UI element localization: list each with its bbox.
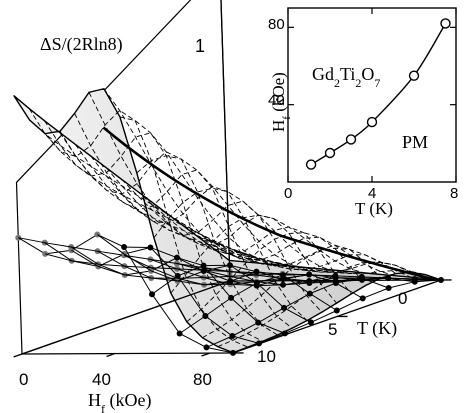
data-grid-line	[176, 263, 389, 289]
x-tick-label: 80	[193, 370, 212, 389]
y-tick-label: 10	[257, 347, 276, 366]
surface-axes	[13, 0, 452, 358]
surface-mesh-line	[28, 108, 249, 348]
inset-data-point	[305, 159, 317, 170]
surface-mesh-line	[59, 132, 278, 336]
inset-x-tick-label: 8	[450, 185, 458, 202]
inset-y-axis-label: Hf (kOe)	[269, 72, 293, 132]
y-tick-label: 0	[398, 289, 407, 308]
x-axis-line	[21, 352, 234, 355]
data-grid-line	[151, 264, 362, 295]
surface-mesh-line	[44, 120, 263, 342]
inset-plot: 0 4 8 40 80 T (K) Hf (kOe) Gd2Ti2O7 PM	[268, 2, 465, 218]
compound-formula-annotation: Gd2Ti2O7	[312, 64, 380, 90]
inset-x-axis-label: T (K)	[355, 199, 393, 218]
surface-mesh-line	[153, 187, 366, 274]
phase-annotation: PM	[402, 132, 428, 152]
data-grid-line	[179, 273, 389, 334]
inset-x-tick-label: 0	[284, 185, 292, 202]
inset-data-point	[345, 134, 357, 145]
surface-mesh-line	[217, 261, 427, 348]
surface-plot: ΔS/(2Rln8) 1 0 40 80 Hf (kOe) 0 5 10 T (…	[13, 0, 452, 413]
phase-boundary-line	[102, 126, 435, 281]
data-grid-line	[229, 271, 442, 281]
inset-ticks	[287, 8, 457, 182]
z-tick-label: 1	[195, 36, 205, 56]
surface-mesh-line	[44, 133, 260, 264]
inset-data-points	[305, 18, 451, 170]
x-tick-label: 40	[92, 370, 111, 389]
inset-data-point	[366, 116, 378, 128]
data-grid-line	[206, 277, 415, 348]
surface-data-points	[15, 231, 444, 356]
x-axis-far-line	[229, 279, 442, 282]
x-axis-label: Hf (kOe)	[88, 390, 151, 413]
surface-mesh-line	[119, 116, 336, 271]
x-tick-label: 0	[19, 370, 28, 389]
surface-mesh-line	[186, 232, 396, 323]
surface-mesh-lines	[28, 88, 435, 348]
z-axis-line	[220, 0, 231, 282]
y-axis-line	[21, 280, 231, 355]
surface-mesh-line	[29, 119, 245, 263]
inset-y-tick-label: 40	[268, 92, 285, 109]
surface-mesh-line	[182, 225, 396, 274]
x-axis-tick	[201, 352, 211, 357]
surface-mesh-line	[213, 248, 426, 276]
surface-mesh-line	[88, 92, 305, 268]
y-tick-label: 5	[328, 320, 337, 339]
data-grid-line	[232, 279, 442, 354]
inset-background	[270, 2, 465, 214]
inset-data-point	[408, 70, 420, 81]
surface-mesh-line	[170, 214, 381, 294]
z-axis-label: ΔS/(2Rln8)	[40, 34, 123, 55]
surface-mesh-line	[202, 247, 411, 339]
inset-y-tick-label: 80	[268, 16, 285, 33]
inset-data-point	[440, 18, 451, 29]
surface-mesh-line	[121, 178, 337, 304]
inset-data-point	[324, 147, 336, 159]
surface-mesh-line	[105, 167, 323, 313]
y-axis-label: T (K)	[357, 318, 397, 339]
x-axis-tick	[13, 353, 23, 358]
x-axis-tick	[106, 352, 116, 358]
inset-x-tick-label: 4	[368, 185, 376, 202]
surface-mesh-line	[75, 144, 293, 329]
